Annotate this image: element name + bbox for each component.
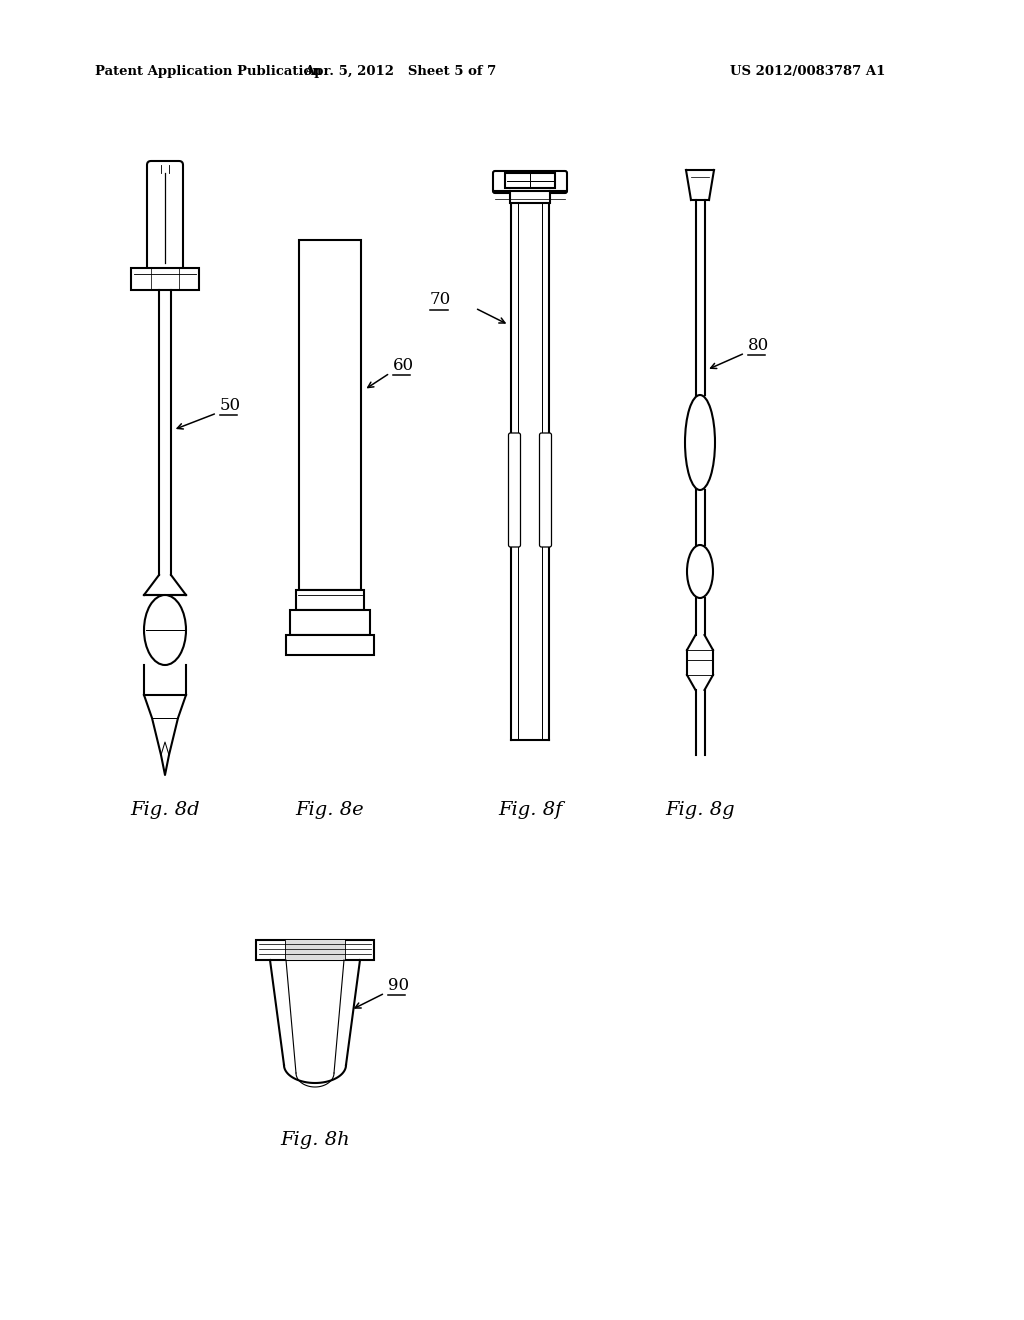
FancyBboxPatch shape xyxy=(147,161,183,272)
Bar xyxy=(256,940,374,960)
Text: Fig. 8h: Fig. 8h xyxy=(281,1131,350,1148)
Ellipse shape xyxy=(144,595,186,665)
Text: 90: 90 xyxy=(388,977,410,994)
Text: 50: 50 xyxy=(220,396,241,413)
Bar xyxy=(285,940,345,960)
Ellipse shape xyxy=(687,545,713,598)
Text: 70: 70 xyxy=(430,292,452,309)
FancyBboxPatch shape xyxy=(540,433,552,546)
Bar xyxy=(296,590,364,610)
Bar xyxy=(290,610,370,635)
Bar xyxy=(299,240,361,590)
Text: Fig. 8d: Fig. 8d xyxy=(130,801,200,818)
Text: Fig. 8e: Fig. 8e xyxy=(296,801,365,818)
Ellipse shape xyxy=(685,395,715,490)
Text: Apr. 5, 2012   Sheet 5 of 7: Apr. 5, 2012 Sheet 5 of 7 xyxy=(304,66,496,78)
Text: Fig. 8g: Fig. 8g xyxy=(666,801,735,818)
FancyBboxPatch shape xyxy=(509,433,520,546)
Bar xyxy=(131,268,199,290)
Bar xyxy=(510,191,550,203)
Text: 60: 60 xyxy=(393,356,414,374)
Bar xyxy=(286,635,374,655)
Text: US 2012/0083787 A1: US 2012/0083787 A1 xyxy=(730,66,886,78)
FancyBboxPatch shape xyxy=(493,172,567,193)
Text: Patent Application Publication: Patent Application Publication xyxy=(95,66,322,78)
Text: Fig. 8f: Fig. 8f xyxy=(498,801,562,818)
Text: 80: 80 xyxy=(748,337,769,354)
Bar xyxy=(505,173,555,187)
